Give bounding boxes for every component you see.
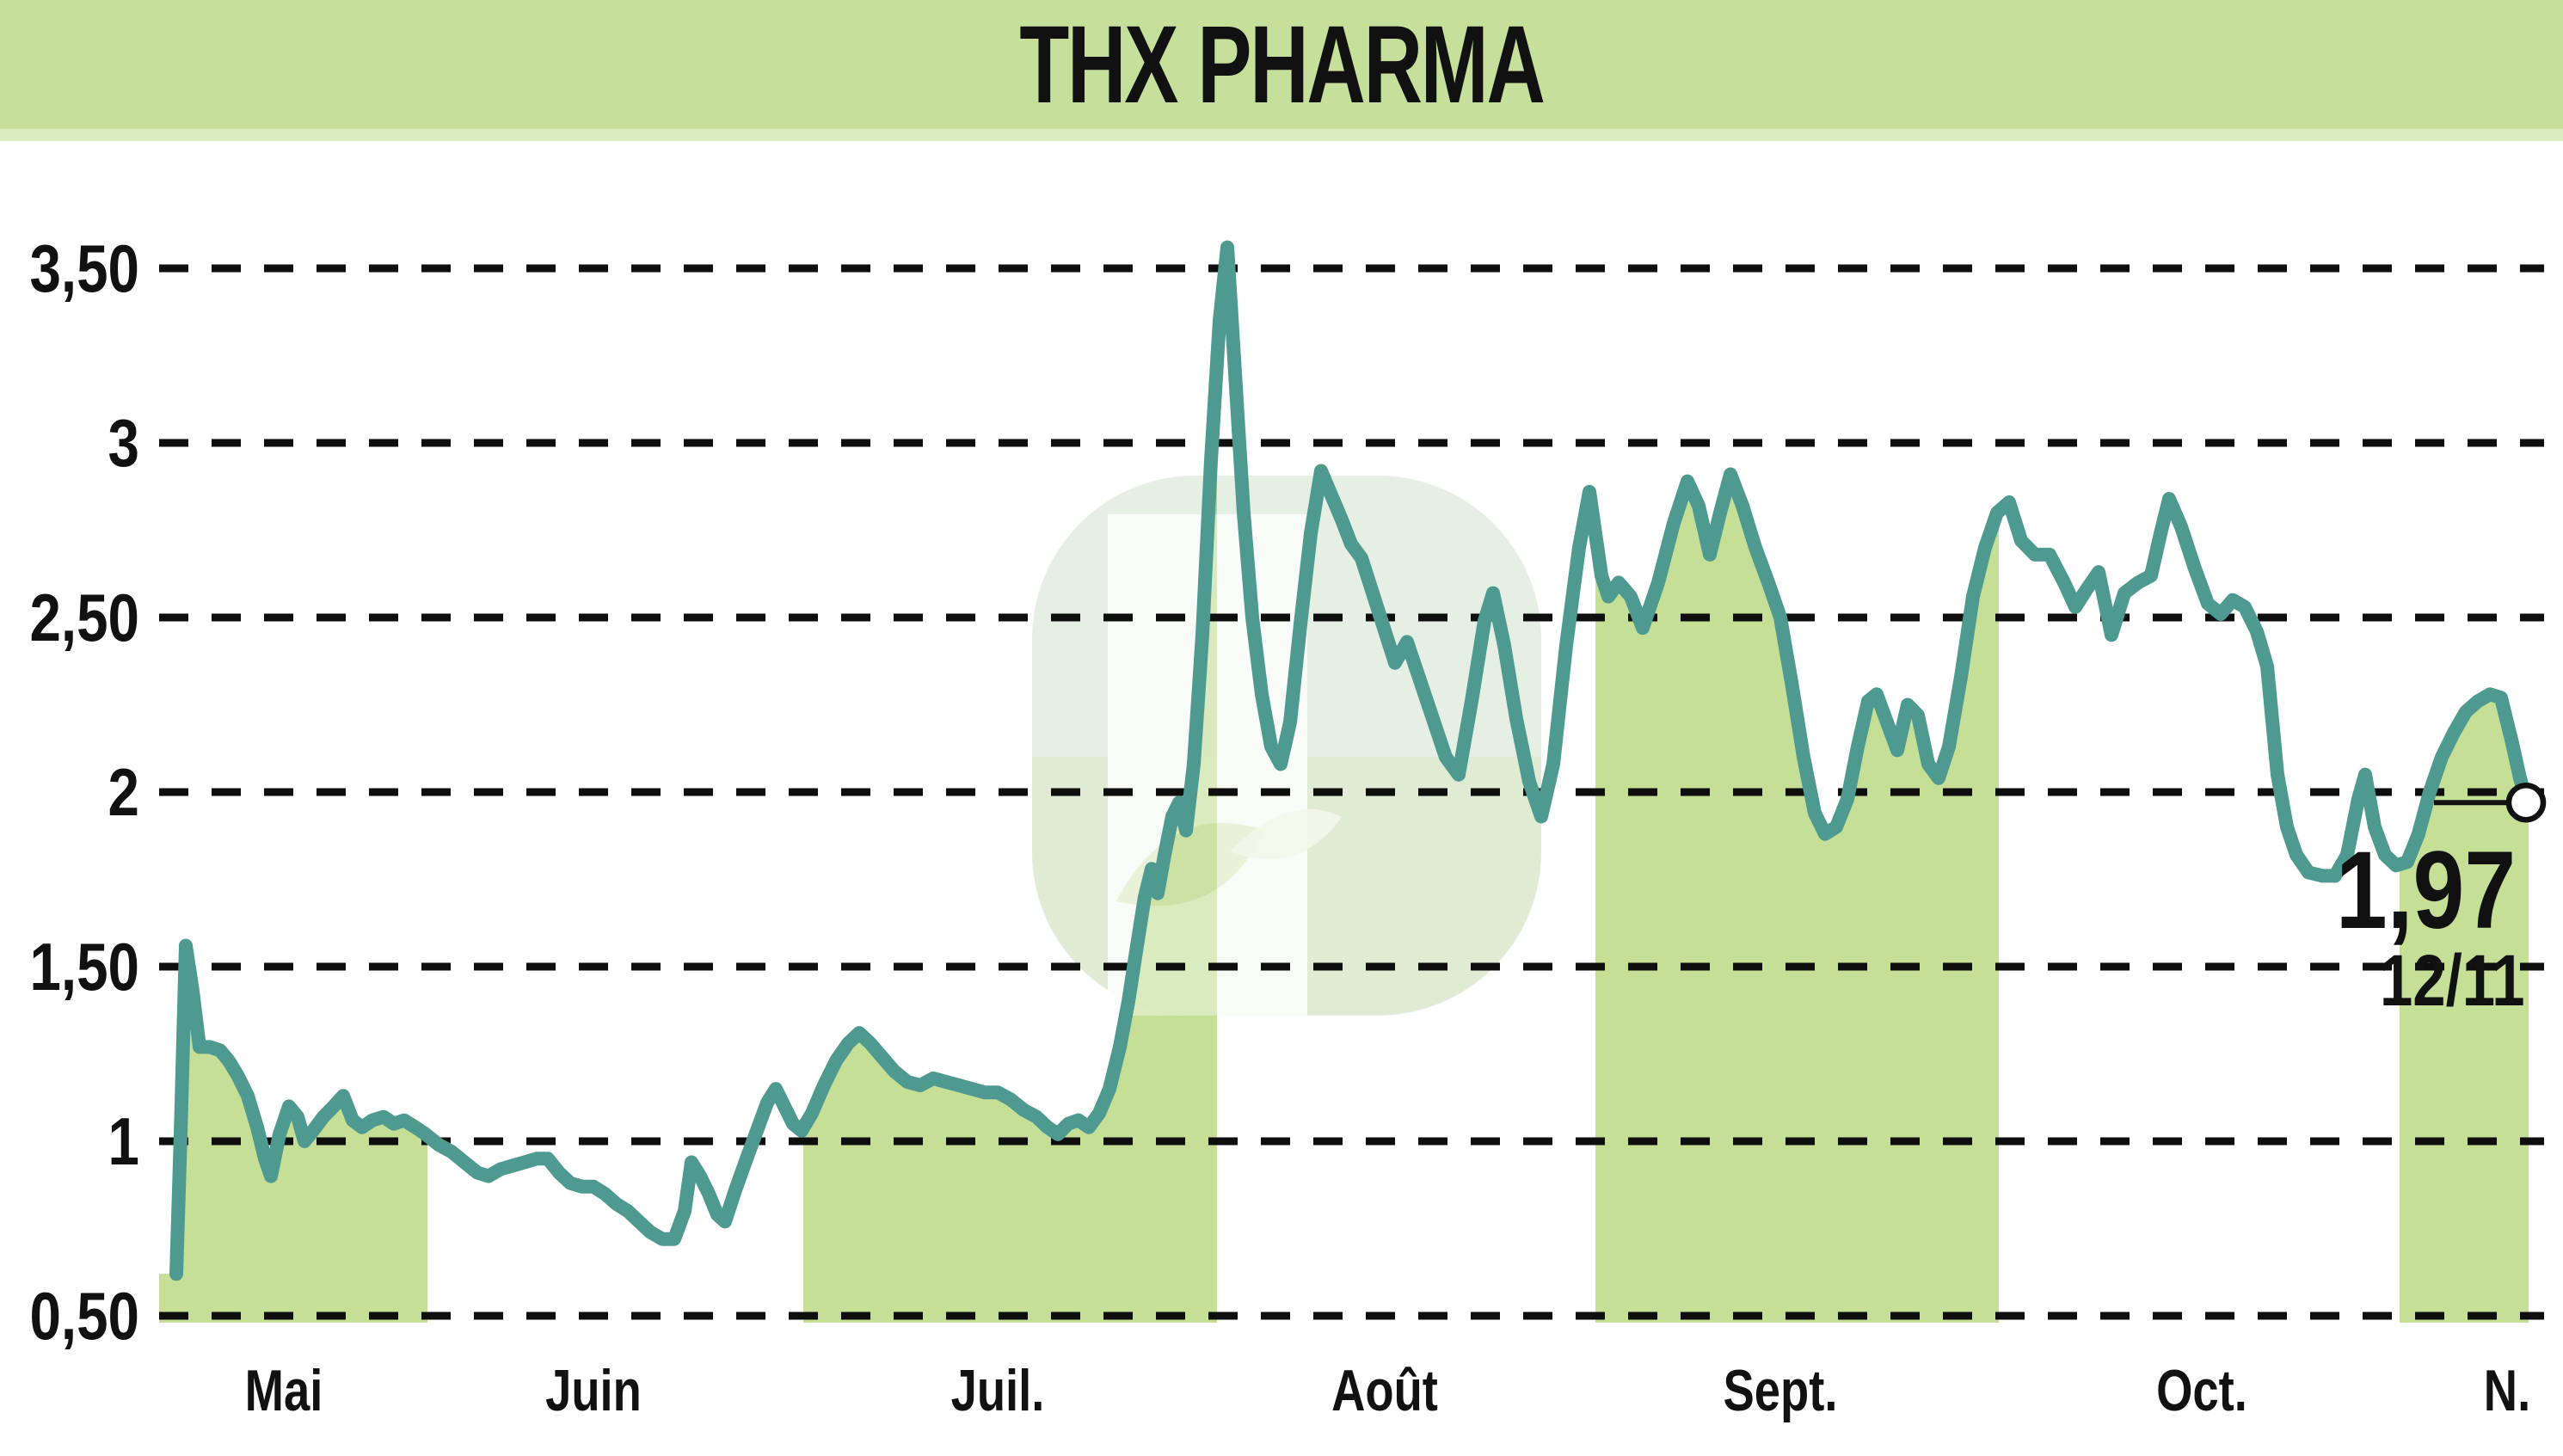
price-line-path — [169, 240, 2534, 1281]
y-axis-label-3.5: 3,50 — [29, 230, 140, 306]
banner-divider — [0, 129, 2563, 141]
y-axis-label-1: 1 — [108, 1103, 139, 1179]
title-banner: THX PHARMA — [0, 0, 2563, 129]
y-axis-label-0.5: 0,50 — [29, 1278, 140, 1354]
area-fill-n — [2400, 694, 2529, 1323]
last-price-date: 12/11 — [2380, 940, 2525, 1021]
last-price-point — [2505, 782, 2547, 823]
last-price-label: 1,97 — [2335, 829, 2516, 952]
x-axis-label-juin: Juin — [545, 1358, 642, 1423]
x-axis-label-aot: Août — [1331, 1358, 1438, 1423]
y-axis-label-1.5: 1,50 — [29, 929, 140, 1004]
price-line — [169, 240, 2534, 1281]
x-axis-label-juil: Juil. — [950, 1358, 1045, 1423]
x-axis-label-sept: Sept. — [1723, 1358, 1838, 1423]
x-axis-label-mai: Mai — [244, 1358, 323, 1423]
x-axis-label-oct: Oct. — [2156, 1358, 2247, 1423]
area-fill-mai — [159, 945, 427, 1323]
y-axis-label-2: 2 — [108, 754, 139, 830]
page-title: THX PHARMA — [1019, 3, 1545, 126]
x-axis-label-n: N. — [2483, 1358, 2531, 1423]
area-fill-sept — [1595, 474, 1999, 1323]
y-axis-label-3: 3 — [108, 405, 139, 481]
last-price-marker — [2434, 782, 2547, 823]
y-axis-label-2.5: 2,50 — [29, 580, 140, 655]
